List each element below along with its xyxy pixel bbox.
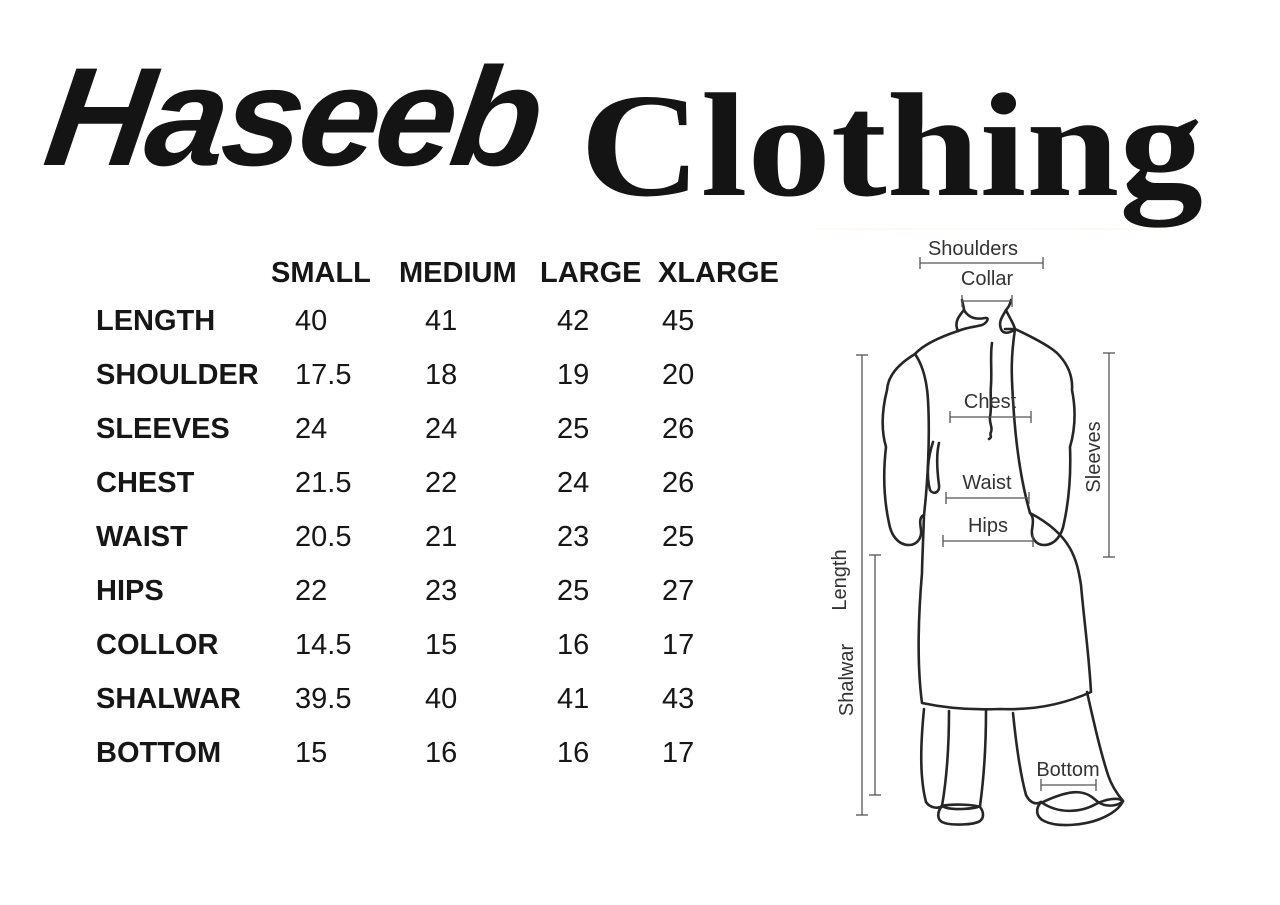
svg-text:Shoulders: Shoulders <box>928 238 1018 260</box>
svg-text:Shalwar: Shalwar <box>836 644 858 717</box>
svg-text:Length: Length <box>829 549 851 610</box>
svg-text:Hips: Hips <box>968 515 1008 537</box>
svg-text:Bottom: Bottom <box>1036 759 1099 781</box>
svg-text:Sleeves: Sleeves <box>1083 421 1105 492</box>
svg-text:Chest: Chest <box>964 391 1017 413</box>
svg-text:Collar: Collar <box>961 268 1014 290</box>
svg-text:Waist: Waist <box>962 472 1012 494</box>
